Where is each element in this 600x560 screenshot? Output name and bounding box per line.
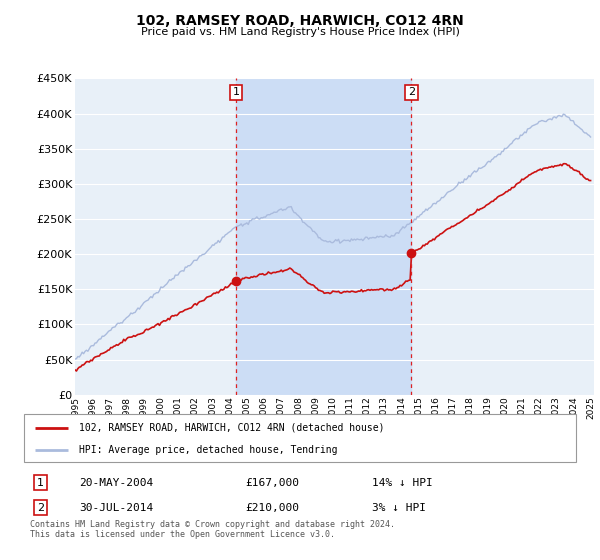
Text: 3% ↓ HPI: 3% ↓ HPI	[372, 503, 426, 512]
Bar	[236, 78, 412, 395]
Text: 2: 2	[37, 503, 44, 512]
Text: £210,000: £210,000	[245, 503, 299, 512]
Text: 1: 1	[37, 478, 44, 488]
Text: 20-MAY-2004: 20-MAY-2004	[79, 478, 154, 488]
Text: 14% ↓ HPI: 14% ↓ HPI	[372, 478, 433, 488]
Text: Contains HM Land Registry data © Crown copyright and database right 2024.
This d: Contains HM Land Registry data © Crown c…	[29, 520, 395, 539]
Text: 102, RAMSEY ROAD, HARWICH, CO12 4RN (detached house): 102, RAMSEY ROAD, HARWICH, CO12 4RN (det…	[79, 423, 385, 433]
Text: HPI: Average price, detached house, Tendring: HPI: Average price, detached house, Tend…	[79, 445, 338, 455]
Text: 30-JUL-2014: 30-JUL-2014	[79, 503, 154, 512]
Text: 1: 1	[233, 87, 239, 97]
Text: 2: 2	[408, 87, 415, 97]
Text: £167,000: £167,000	[245, 478, 299, 488]
Text: Price paid vs. HM Land Registry's House Price Index (HPI): Price paid vs. HM Land Registry's House …	[140, 27, 460, 37]
FancyBboxPatch shape	[24, 414, 576, 462]
Text: 102, RAMSEY ROAD, HARWICH, CO12 4RN: 102, RAMSEY ROAD, HARWICH, CO12 4RN	[136, 14, 464, 28]
